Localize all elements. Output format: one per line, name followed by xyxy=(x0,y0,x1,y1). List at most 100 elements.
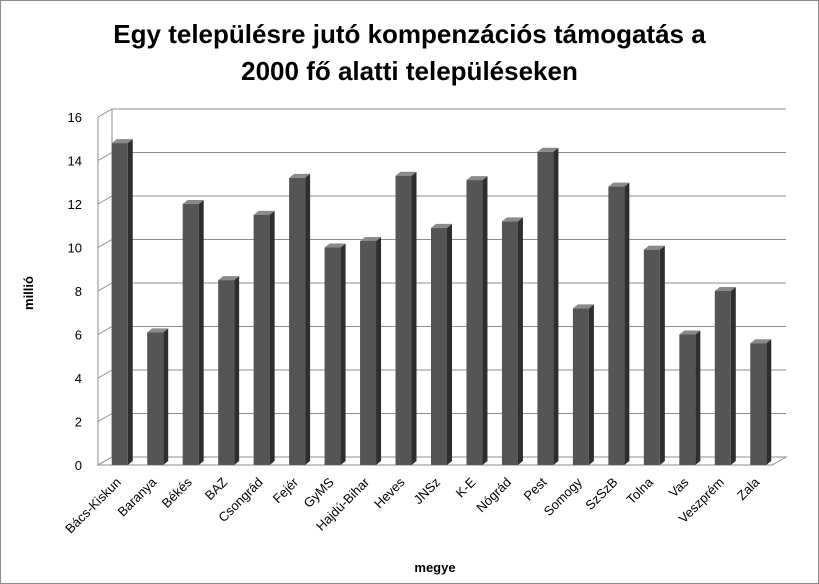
gridline-depth xyxy=(97,282,113,292)
x-tick-label: Bács-Kiskun xyxy=(62,475,124,537)
bar xyxy=(750,339,772,465)
bar-side xyxy=(482,176,488,465)
bar-side xyxy=(695,330,701,465)
bars xyxy=(111,139,772,466)
gridline-depth xyxy=(97,413,113,422)
bar-side xyxy=(766,339,772,465)
bar-front xyxy=(253,214,270,465)
bar-side xyxy=(553,147,559,466)
bar xyxy=(572,304,594,465)
bar-front xyxy=(395,175,412,465)
x-tick-label: SzSzB xyxy=(582,475,620,513)
bar-top xyxy=(501,217,523,222)
x-tick-label: Nógrád xyxy=(473,475,514,516)
bar-side xyxy=(411,171,417,465)
bar-top xyxy=(643,245,665,250)
bar-top xyxy=(147,328,169,333)
bar-front xyxy=(537,151,554,466)
bar-front xyxy=(431,227,447,465)
bar-top xyxy=(714,287,736,291)
x-tick-label: Pest xyxy=(521,474,550,503)
bar xyxy=(537,147,559,466)
bar-side xyxy=(305,173,311,465)
bar-side xyxy=(127,139,133,465)
y-tick-label: 16 xyxy=(68,110,82,125)
y-tick-label: 2 xyxy=(75,415,82,430)
bar-top xyxy=(218,276,240,281)
bar-top xyxy=(324,243,346,248)
bar-side xyxy=(659,245,665,465)
bar xyxy=(431,223,452,465)
x-tick-label: BAZ xyxy=(202,474,231,503)
bar xyxy=(714,287,736,465)
gridline-depth xyxy=(97,152,113,161)
y-axis-ticks: 0 2 4 6 8 10 12 14 16 xyxy=(68,110,82,473)
x-tick-label: Tolna xyxy=(623,474,656,507)
bar-front xyxy=(572,308,589,465)
bar-front xyxy=(501,221,518,465)
bar-front xyxy=(324,247,341,465)
x-tick-label: Vas xyxy=(666,474,692,500)
bar xyxy=(182,200,204,465)
bar-top xyxy=(111,139,133,144)
y-tick-label: 4 xyxy=(75,371,82,386)
bar-front xyxy=(714,291,731,465)
bar-top xyxy=(431,223,452,228)
bar xyxy=(111,139,133,465)
bar-side xyxy=(269,210,275,465)
x-tick-label: Zala xyxy=(734,474,763,503)
y-tick-label: 12 xyxy=(68,197,82,212)
bar-front xyxy=(643,249,660,465)
bar xyxy=(218,276,240,465)
bar-front xyxy=(360,240,377,465)
bar-side xyxy=(376,236,382,465)
bar-front xyxy=(466,180,483,465)
bar-side xyxy=(234,276,240,465)
bar-side xyxy=(163,328,169,465)
bar-top xyxy=(537,147,559,152)
y-tick-label: 8 xyxy=(75,284,82,299)
bar xyxy=(466,176,488,465)
gridline-depth xyxy=(97,239,113,248)
x-tick-label: K-E xyxy=(453,474,479,500)
chart-title-line-1: Egy településre jutó kompenzációs támoga… xyxy=(113,19,706,49)
bar xyxy=(289,173,311,465)
bar-top xyxy=(360,236,382,241)
bar xyxy=(395,171,417,465)
bar xyxy=(253,210,275,465)
x-tick-label: Baranya xyxy=(114,474,159,519)
bar-top xyxy=(572,304,594,309)
gridline-depth xyxy=(97,326,113,335)
bar-side xyxy=(198,200,204,465)
bar-side xyxy=(447,223,452,465)
x-tick-label: Somogy xyxy=(541,474,586,519)
x-tick-label: JNSz xyxy=(411,475,444,508)
gridline-depth xyxy=(97,108,113,118)
bar-side xyxy=(588,304,594,465)
bar xyxy=(360,236,382,465)
bar-side xyxy=(624,182,630,465)
bar-front xyxy=(750,343,767,465)
bar-side xyxy=(517,217,523,465)
bar-top xyxy=(289,173,311,178)
bar-side xyxy=(730,287,736,465)
bar-top xyxy=(466,176,488,181)
bar-front xyxy=(111,143,128,465)
bar xyxy=(643,245,665,465)
x-tick-label: Békés xyxy=(159,474,196,511)
x-tick-label: Fejér xyxy=(270,474,302,506)
bar-top xyxy=(608,182,630,187)
bar-top xyxy=(750,339,772,344)
gridline-depth xyxy=(97,195,113,205)
y-axis-title: millió xyxy=(21,276,36,310)
chart-title: Egy településre jutó kompenzációs támoga… xyxy=(0,16,819,90)
bar-top xyxy=(182,200,204,204)
chart-title-line-2: 2000 fő alatti településeken xyxy=(241,56,578,86)
bar-front xyxy=(289,177,306,465)
bar-front xyxy=(147,332,164,465)
bar-front xyxy=(218,280,235,465)
bar-top xyxy=(395,171,417,176)
gridline-depth xyxy=(97,369,113,379)
